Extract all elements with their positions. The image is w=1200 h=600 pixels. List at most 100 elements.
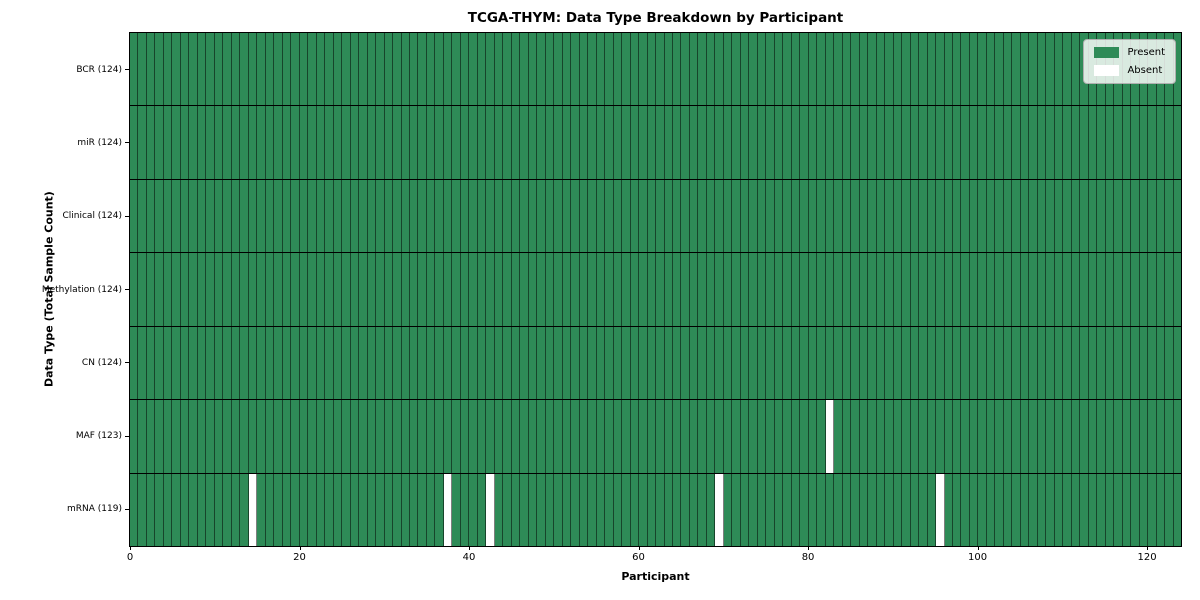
heatmap-cell [774, 473, 784, 546]
heatmap-cell [579, 400, 589, 473]
heatmap-cell [630, 326, 640, 400]
heatmap-cell [477, 400, 487, 473]
heatmap-cell [435, 33, 444, 106]
heatmap-cell [537, 179, 546, 253]
heatmap-cell [715, 106, 724, 179]
y-tick-label: Clinical (124) [62, 211, 122, 222]
heatmap-cell [528, 253, 538, 326]
heatmap-cell [571, 253, 580, 326]
legend-item: Present [1094, 47, 1165, 58]
heatmap-cell [910, 33, 920, 106]
heatmap-cell [1046, 473, 1055, 546]
heatmap-cell [1114, 326, 1123, 400]
heatmap-cell [537, 326, 546, 400]
heatmap-cell [299, 400, 309, 473]
heatmap-cell [155, 473, 164, 546]
heatmap-cell [774, 179, 784, 253]
heatmap-cell [995, 473, 1004, 546]
heatmap-cell [1097, 106, 1106, 179]
heatmap-cell [223, 253, 232, 326]
heatmap-cell [766, 253, 775, 326]
heatmap-cell [426, 326, 436, 400]
heatmap-cell [138, 473, 147, 546]
heatmap-cell [359, 400, 368, 473]
heatmap-cell [588, 326, 597, 400]
heatmap-cell [732, 253, 741, 326]
heatmap-cell [1131, 473, 1140, 546]
heatmap-cell [172, 106, 181, 179]
heatmap-cell [282, 400, 292, 473]
heatmap-cell [740, 106, 750, 179]
heatmap-cell [1088, 106, 1098, 179]
heatmap-cell [163, 33, 173, 106]
heatmap-cell [537, 33, 546, 106]
heatmap-cell [511, 33, 521, 106]
heatmap-cell [342, 106, 351, 179]
heatmap-cell [1020, 33, 1030, 106]
heatmap-cell [299, 473, 309, 546]
heatmap-cell [384, 33, 394, 106]
heatmap-cell [265, 473, 275, 546]
heatmap-cell [265, 179, 275, 253]
heatmap-cell [146, 473, 156, 546]
legend-label: Absent [1127, 65, 1163, 76]
heatmap-cell [443, 33, 453, 106]
heatmap-cell [146, 179, 156, 253]
heatmap-cell [138, 106, 147, 179]
heatmap-cell [197, 473, 207, 546]
heatmap-cell [774, 106, 784, 179]
heatmap-cell [376, 33, 385, 106]
heatmap-cell [664, 400, 673, 473]
heatmap-cell [163, 326, 173, 400]
heatmap-cell [969, 33, 979, 106]
heatmap-cell [367, 473, 377, 546]
x-tick-mark [808, 546, 810, 550]
heatmap-cell [180, 253, 190, 326]
heatmap-cell [325, 253, 334, 326]
heatmap-cell [868, 400, 877, 473]
heatmap-cell [868, 106, 877, 179]
heatmap-cell [333, 400, 343, 473]
heatmap-cell [910, 326, 920, 400]
heatmap-cell [986, 473, 996, 546]
heatmap-cell [723, 253, 733, 326]
heatmap-cell [554, 400, 563, 473]
heatmap-cell [1088, 473, 1098, 546]
heatmap-cell [919, 400, 928, 473]
heatmap-cell [409, 33, 419, 106]
heatmap-cell [511, 179, 521, 253]
heatmap-cell [749, 400, 758, 473]
heatmap-cell [426, 473, 436, 546]
heatmap-cell [842, 473, 852, 546]
y-tick-label: CN (124) [81, 357, 122, 368]
heatmap-cell [240, 253, 249, 326]
heatmap-cell [282, 33, 292, 106]
heatmap-cell [986, 326, 996, 400]
heatmap-cell [1114, 400, 1123, 473]
heatmap-cell [359, 179, 368, 253]
heatmap-cell [537, 253, 546, 326]
heatmap-cell [180, 326, 190, 400]
heatmap-cell [902, 179, 911, 253]
heatmap-cell [876, 326, 886, 400]
heatmap-cell [579, 179, 589, 253]
heatmap-cell [1003, 400, 1013, 473]
heatmap-cell [1139, 179, 1149, 253]
heatmap-cell [469, 33, 478, 106]
heatmap-cell [1122, 253, 1132, 326]
heatmap-cell [706, 473, 716, 546]
heatmap-cell [639, 473, 648, 546]
heatmap-cell [622, 473, 631, 546]
heatmap-cell [800, 106, 809, 179]
heatmap-cell [596, 326, 606, 400]
heatmap-cell [1071, 253, 1081, 326]
heatmap-cell [1156, 473, 1166, 546]
heatmap-cell [257, 473, 266, 546]
heatmap-cell [834, 400, 843, 473]
heatmap-cell [545, 326, 555, 400]
heatmap-cell [299, 179, 309, 253]
heatmap-cell [927, 33, 937, 106]
heatmap-cell [774, 33, 784, 106]
heatmap-cell [673, 326, 682, 400]
heatmap-cell [206, 400, 215, 473]
